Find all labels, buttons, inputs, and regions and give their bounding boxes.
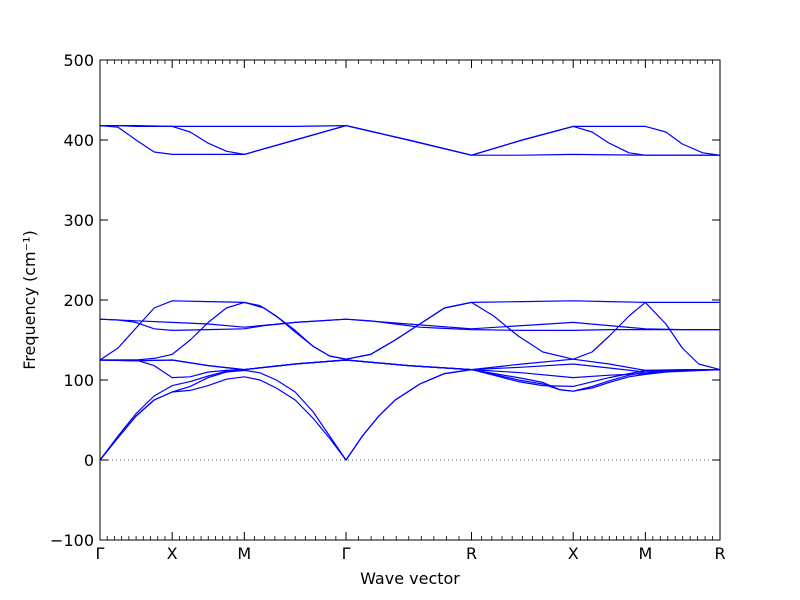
x-axis-title: Wave vector — [360, 569, 460, 588]
tick-layer — [99, 59, 721, 541]
x-tick-label-4: R — [466, 544, 477, 563]
series-layer — [100, 125, 720, 461]
band-line-11 — [100, 359, 720, 461]
band-line-5 — [100, 318, 720, 331]
band-line-7 — [100, 301, 720, 371]
x-tick-label-7: R — [714, 544, 725, 563]
x-tick-label-1: X — [167, 544, 178, 563]
band-line-12 — [100, 369, 720, 461]
y-tick-label-5: 400 — [63, 131, 94, 150]
y-tick-label-2: 100 — [63, 371, 94, 390]
band-line-13 — [100, 369, 720, 461]
y-tick-label-6: 500 — [63, 51, 94, 70]
x-tick-label-5: X — [568, 544, 579, 563]
y-tick-label-3: 200 — [63, 291, 94, 310]
band-line-3 — [100, 125, 720, 156]
y-tick-label-1: 0 — [84, 451, 94, 470]
x-tick-label-6: M — [638, 544, 652, 563]
y-tick-label-0: −100 — [50, 531, 94, 550]
x-tick-label-3: Γ — [342, 544, 351, 563]
y-tick-label-4: 300 — [63, 211, 94, 230]
x-tick-label-0: Γ — [96, 544, 105, 563]
x-tick-label-2: M — [237, 544, 251, 563]
band-line-4 — [100, 318, 720, 331]
y-axis-title: Frequency (cm⁻¹) — [20, 230, 39, 369]
tick-label-layer: −100 0 100 200 300 400 500 Γ X M Γ R X M R — [50, 51, 726, 563]
